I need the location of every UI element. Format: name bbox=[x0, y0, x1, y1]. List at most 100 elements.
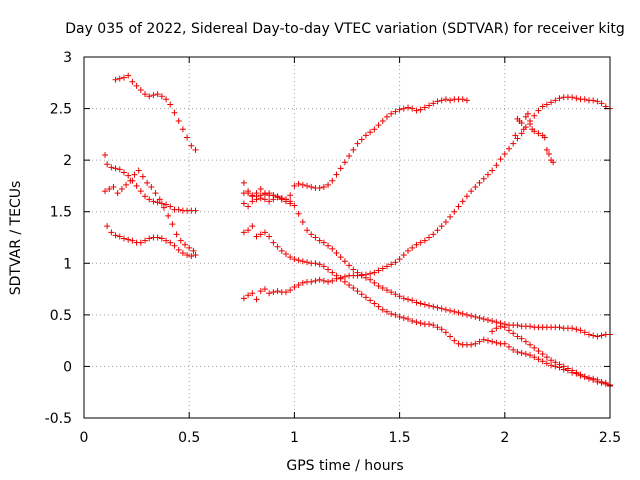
data-point bbox=[400, 314, 407, 321]
data-point bbox=[476, 338, 483, 345]
data-point bbox=[316, 237, 323, 244]
data-point bbox=[388, 261, 395, 268]
data-point bbox=[426, 102, 433, 109]
data-point bbox=[337, 274, 344, 281]
data-point bbox=[308, 278, 315, 285]
data-point bbox=[514, 135, 521, 142]
data-point bbox=[253, 233, 260, 240]
data-point bbox=[175, 206, 182, 213]
data-point bbox=[116, 166, 123, 173]
data-point bbox=[459, 96, 466, 103]
data-point bbox=[396, 256, 403, 263]
data-point bbox=[120, 74, 127, 81]
data-point bbox=[295, 180, 302, 187]
data-point bbox=[527, 352, 534, 359]
data-point bbox=[564, 365, 571, 372]
data-point bbox=[543, 101, 550, 108]
data-point bbox=[396, 293, 403, 300]
data-point bbox=[367, 270, 374, 277]
data-point bbox=[447, 307, 454, 314]
data-point bbox=[510, 140, 517, 147]
data-point bbox=[127, 177, 134, 184]
data-point bbox=[577, 371, 584, 378]
data-point bbox=[392, 291, 399, 298]
data-point bbox=[245, 188, 252, 195]
grid bbox=[84, 57, 610, 418]
data-point bbox=[150, 92, 157, 99]
data-point bbox=[116, 75, 123, 82]
data-point bbox=[531, 112, 538, 119]
data-point bbox=[139, 173, 146, 180]
data-point bbox=[282, 251, 289, 258]
data-point bbox=[245, 227, 252, 234]
data-point bbox=[337, 165, 344, 172]
y-axis-label: SDTVAR / TECUs bbox=[8, 181, 24, 296]
data-point bbox=[480, 315, 487, 322]
data-point bbox=[144, 179, 151, 186]
data-point bbox=[150, 198, 157, 205]
data-point bbox=[295, 281, 302, 288]
data-point bbox=[114, 190, 121, 197]
data-point bbox=[137, 239, 144, 246]
data-point bbox=[146, 93, 153, 100]
series-sat-d bbox=[104, 223, 199, 260]
data-point bbox=[476, 314, 483, 321]
data-point bbox=[573, 369, 580, 376]
y-tick-label: 2.5 bbox=[50, 102, 72, 118]
data-point bbox=[463, 193, 470, 200]
data-point bbox=[152, 190, 159, 197]
data-point bbox=[188, 253, 195, 260]
data-point bbox=[506, 145, 513, 152]
data-point bbox=[476, 179, 483, 186]
data-point bbox=[129, 237, 136, 244]
data-point bbox=[299, 258, 306, 265]
data-point bbox=[148, 183, 155, 190]
data-point bbox=[472, 183, 479, 190]
data-point bbox=[392, 311, 399, 318]
data-point bbox=[257, 195, 264, 202]
data-point bbox=[545, 150, 552, 157]
data-point bbox=[550, 159, 557, 166]
data-point bbox=[253, 296, 260, 303]
data-point bbox=[106, 186, 113, 193]
y-tick-label: 2 bbox=[63, 153, 72, 169]
data-point bbox=[489, 328, 496, 335]
data-point bbox=[594, 378, 601, 385]
data-point bbox=[409, 318, 416, 325]
data-point bbox=[171, 109, 178, 116]
data-point bbox=[192, 146, 199, 153]
data-point bbox=[354, 140, 361, 147]
data-point bbox=[442, 96, 449, 103]
data-point bbox=[308, 231, 315, 238]
data-point bbox=[156, 196, 163, 203]
data-point bbox=[468, 312, 475, 319]
data-point bbox=[518, 335, 525, 342]
data-point bbox=[430, 231, 437, 238]
data-point bbox=[316, 276, 323, 283]
data-point bbox=[548, 362, 555, 369]
data-point bbox=[154, 234, 161, 241]
data-point bbox=[249, 223, 256, 230]
data-point bbox=[531, 344, 538, 351]
data-point bbox=[110, 183, 117, 190]
data-point bbox=[468, 341, 475, 348]
data-point bbox=[333, 171, 340, 178]
data-point bbox=[527, 323, 534, 330]
data-point bbox=[514, 348, 521, 355]
data-point bbox=[426, 302, 433, 309]
data-point bbox=[556, 361, 563, 368]
data-point bbox=[320, 263, 327, 270]
data-point bbox=[379, 117, 386, 124]
x-tick-label: 1 bbox=[290, 430, 299, 446]
data-point bbox=[371, 300, 378, 307]
data-point bbox=[261, 229, 268, 236]
data-point bbox=[266, 233, 273, 240]
data-point bbox=[257, 231, 264, 238]
data-point bbox=[392, 108, 399, 115]
data-point bbox=[539, 351, 546, 358]
x-tick-label: 1.5 bbox=[388, 430, 410, 446]
data-point bbox=[383, 308, 390, 315]
data-point bbox=[375, 267, 382, 274]
data-point bbox=[102, 151, 109, 158]
data-point bbox=[535, 130, 542, 137]
